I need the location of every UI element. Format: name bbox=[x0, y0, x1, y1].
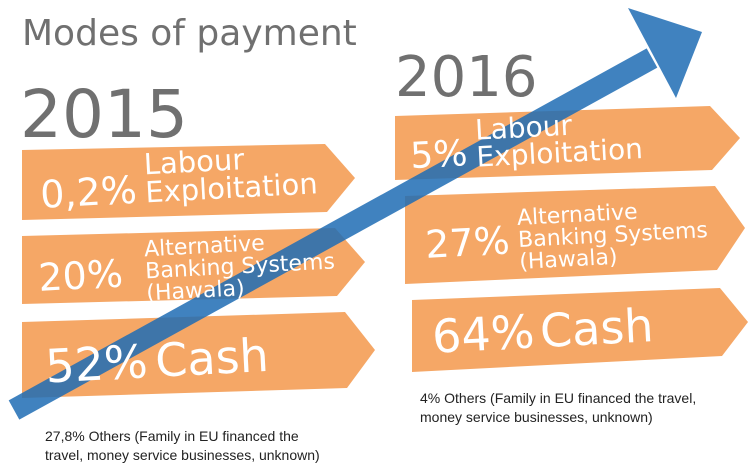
arrow-box bbox=[22, 312, 375, 398]
arrow-box bbox=[22, 144, 355, 220]
label: Cash bbox=[154, 328, 270, 388]
year-label: 2015 bbox=[20, 76, 188, 153]
arrow-box bbox=[22, 228, 365, 304]
percent: 52% bbox=[44, 334, 149, 393]
label: Cash bbox=[539, 298, 655, 358]
note: 4% Others (Family in EU financed the tra… bbox=[420, 390, 696, 406]
arrow-box bbox=[412, 288, 748, 372]
percent: 64% bbox=[431, 304, 536, 363]
percent: 5% bbox=[409, 133, 468, 177]
box-texts: 0,2% Labour Exploitation 20% Alternative… bbox=[37, 109, 708, 394]
label: (Hawala) bbox=[519, 245, 618, 275]
label: Labour bbox=[474, 109, 573, 147]
note: 27,8% Others (Family in EU financed the bbox=[45, 428, 299, 444]
note: money service businesses, unknown) bbox=[420, 409, 653, 425]
arrow-shaft bbox=[8, 48, 658, 420]
percent: 20% bbox=[37, 252, 124, 300]
note: travel, money service businesses, unknow… bbox=[45, 447, 320, 463]
arrow-head bbox=[628, 8, 702, 98]
label: Labour bbox=[143, 142, 245, 181]
trend-arrow bbox=[8, 8, 702, 420]
arrow-box bbox=[405, 186, 745, 284]
label: (Hawala) bbox=[146, 276, 245, 306]
year-label: 2016 bbox=[395, 45, 538, 110]
percent: 27% bbox=[424, 218, 511, 266]
percent: 0,2% bbox=[39, 168, 138, 217]
title: Modes of payment bbox=[22, 13, 357, 54]
